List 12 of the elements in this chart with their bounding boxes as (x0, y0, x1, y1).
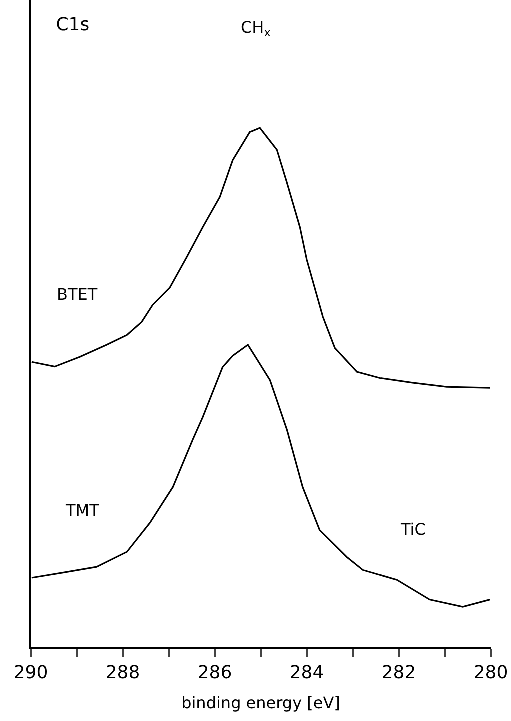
annotation: TiC (400, 520, 426, 539)
text: BTET (57, 285, 98, 304)
x-axis-title: binding energy [eV] (182, 694, 340, 713)
text: CH$_{x}$ (241, 18, 272, 40)
x-tick-label: 290 (14, 662, 48, 684)
x-tick-label: 286 (198, 662, 232, 684)
x-tick-label: 288 (106, 662, 140, 684)
x-tick-label: 280 (474, 662, 508, 684)
text: TMT (65, 501, 100, 520)
x-tick-label: 282 (382, 662, 416, 684)
chart-title: C1s (56, 14, 90, 36)
x-tick-label: 284 (290, 662, 324, 684)
